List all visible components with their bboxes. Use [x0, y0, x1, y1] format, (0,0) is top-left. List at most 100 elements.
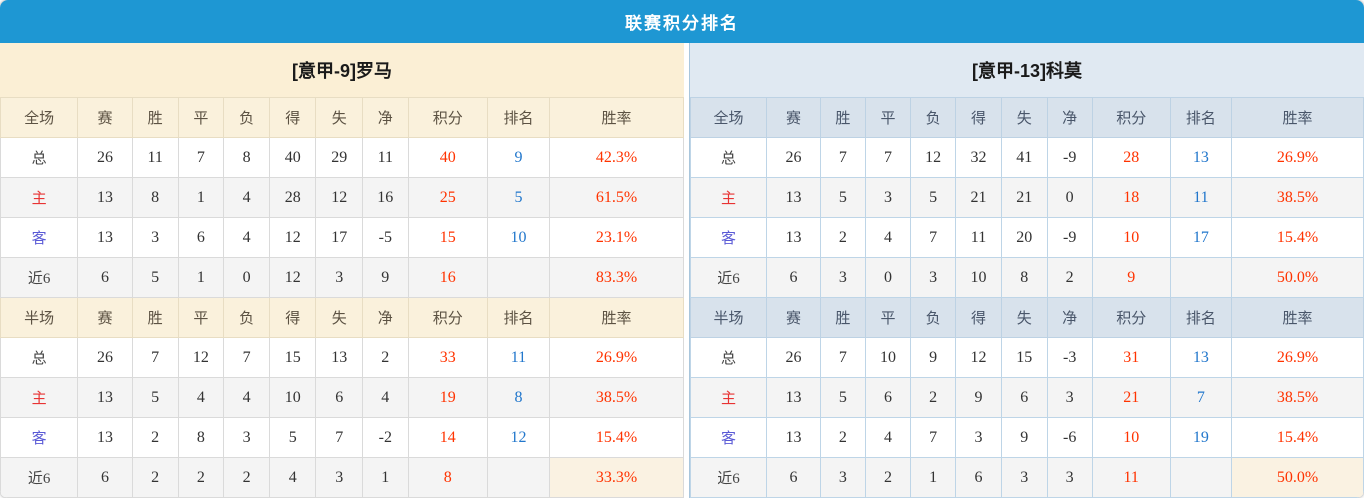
stat-cell: 7 — [315, 417, 363, 458]
stat-cell: 8 — [223, 137, 271, 178]
stat-cell: 9 — [361, 257, 409, 298]
table-row: 总 26 7 7 12 32 41 -9 28 13 26.9% — [689, 137, 1364, 178]
rank-cell: 12 — [486, 417, 551, 458]
points-cell: 40 — [407, 137, 488, 178]
rank-cell — [486, 457, 551, 498]
winrate-cell: 61.5% — [549, 177, 684, 218]
column-header: 赛 — [766, 97, 821, 138]
stat-cell: 5 — [819, 177, 866, 218]
stat-cell: 1 — [177, 257, 225, 298]
table-row: 主 13 8 1 4 28 12 16 25 5 61.5% — [0, 177, 684, 218]
column-header: 得 — [269, 97, 317, 138]
points-cell: 14 — [407, 417, 488, 458]
rank-cell — [1169, 457, 1232, 498]
stat-cell: 4 — [864, 417, 912, 458]
stat-cell: 9 — [1000, 417, 1048, 458]
column-header: 全场 — [689, 97, 768, 138]
stat-cell: 8 — [1000, 257, 1048, 298]
column-header: 积分 — [407, 297, 488, 338]
stat-cell: 32 — [955, 137, 1002, 178]
stat-cell: 6 — [766, 257, 821, 298]
stat-cell: 7 — [910, 417, 957, 458]
stat-cell: 7 — [819, 337, 866, 378]
column-header: 赛 — [77, 97, 133, 138]
winrate-cell: 50.0% — [1230, 457, 1364, 498]
points-cell: 15 — [407, 217, 488, 258]
column-header: 积分 — [407, 97, 488, 138]
points-cell: 25 — [407, 177, 488, 218]
column-header: 负 — [223, 297, 271, 338]
stat-cell: 2 — [131, 417, 179, 458]
stat-cell: 12 — [269, 257, 317, 298]
column-header: 胜 — [819, 97, 866, 138]
stat-cell: 1 — [177, 177, 225, 218]
stat-cell: 13 — [766, 417, 821, 458]
rank-cell: 13 — [1169, 337, 1232, 378]
stat-cell: 4 — [223, 217, 271, 258]
stat-cell: 2 — [223, 457, 271, 498]
stat-cell: 6 — [955, 457, 1002, 498]
stat-cell: 3 — [819, 257, 866, 298]
row-label: 主 — [0, 377, 79, 418]
stat-cell: 40 — [269, 137, 317, 178]
table-row: 主 13 5 4 4 10 6 4 19 8 38.5% — [0, 377, 684, 418]
column-header: 平 — [864, 297, 912, 338]
tables-container: [意甲-9]罗马 全场赛胜平负得失净积分 排名 胜率总 26 11 7 8 40 29 11 40 9… — [0, 43, 1364, 498]
table-row: 近6 6 5 1 0 12 3 9 16 83.3% — [0, 257, 684, 298]
column-header: 胜率 — [549, 97, 684, 138]
stat-cell: 9 — [955, 377, 1002, 418]
row-label: 总 — [0, 137, 79, 178]
stat-cell: 4 — [864, 217, 912, 258]
stat-cell: 13 — [766, 377, 821, 418]
stat-cell: 21 — [1000, 177, 1048, 218]
rank-cell: 11 — [1169, 177, 1232, 218]
stat-cell: 6 — [766, 457, 821, 498]
column-header: 得 — [269, 297, 317, 338]
stat-cell: 3 — [1000, 457, 1048, 498]
winrate-cell: 50.0% — [1230, 257, 1364, 298]
stat-cell: 16 — [361, 177, 409, 218]
stat-cell: -9 — [1046, 217, 1093, 258]
column-header: 胜 — [131, 97, 179, 138]
column-header: 失 — [315, 97, 363, 138]
column-header: 平 — [177, 297, 225, 338]
column-header: 负 — [910, 97, 957, 138]
column-header: 胜 — [131, 297, 179, 338]
rank-cell — [1169, 257, 1232, 298]
column-header: 排名 — [1169, 297, 1232, 338]
column-header: 平 — [864, 97, 912, 138]
stat-cell: 3 — [910, 257, 957, 298]
stat-cell: 6 — [177, 217, 225, 258]
stat-cell: 2 — [910, 377, 957, 418]
rank-cell: 17 — [1169, 217, 1232, 258]
row-label: 主 — [689, 177, 768, 218]
points-cell: 11 — [1091, 457, 1171, 498]
table-row: 客 13 2 4 7 11 20 -9 10 17 15.4% — [689, 217, 1364, 258]
stat-cell: 4 — [223, 377, 271, 418]
stat-cell: 4 — [361, 377, 409, 418]
column-header: 赛 — [77, 297, 133, 338]
stat-cell: 6 — [864, 377, 912, 418]
winrate-cell: 38.5% — [1230, 377, 1364, 418]
stat-cell: 5 — [269, 417, 317, 458]
stat-cell: -5 — [361, 217, 409, 258]
stat-cell: -9 — [1046, 137, 1093, 178]
table-row: 客 13 3 6 4 12 17 -5 15 10 23.1% — [0, 217, 684, 258]
team-header-como: [意甲-13]科莫 — [690, 43, 1364, 97]
stat-cell: 4 — [269, 457, 317, 498]
winrate-cell: 38.5% — [1230, 177, 1364, 218]
stat-cell: 6 — [1000, 377, 1048, 418]
row-label: 总 — [689, 337, 768, 378]
rank-cell: 19 — [1169, 417, 1232, 458]
stat-cell: 29 — [315, 137, 363, 178]
stat-cell: 12 — [315, 177, 363, 218]
table-row: 近6 6 3 0 3 10 8 2 9 50.0% — [689, 257, 1364, 298]
winrate-cell: 26.9% — [1230, 337, 1364, 378]
stat-cell: -3 — [1046, 337, 1093, 378]
table-row: 总 26 7 10 9 12 15 -3 31 13 26.9% — [689, 337, 1364, 378]
stat-cell: 26 — [766, 137, 821, 178]
stat-cell: 12 — [177, 337, 225, 378]
stat-cell: 26 — [77, 137, 133, 178]
stat-cell: 21 — [955, 177, 1002, 218]
